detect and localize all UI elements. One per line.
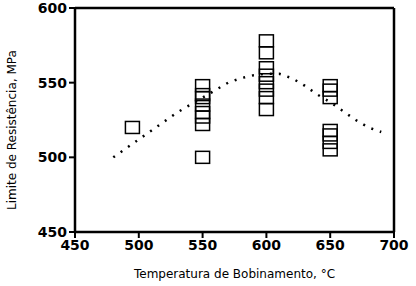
svg-text:600: 600	[38, 0, 67, 16]
svg-text:Limite de Resistência, MPa: Limite de Resistência, MPa	[8, 50, 19, 210]
svg-text:Temperatura de Bobinamento, °C: Temperatura de Bobinamento, °C	[133, 267, 335, 281]
svg-text:500: 500	[38, 149, 67, 165]
svg-text:450: 450	[60, 236, 90, 253]
svg-text:500: 500	[124, 237, 153, 253]
svg-text:450: 450	[38, 224, 67, 240]
svg-text:550: 550	[188, 237, 217, 253]
svg-text:550: 550	[38, 75, 67, 91]
svg-text:700: 700	[379, 237, 408, 253]
svg-text:650: 650	[316, 237, 345, 253]
svg-text:600: 600	[252, 237, 281, 253]
